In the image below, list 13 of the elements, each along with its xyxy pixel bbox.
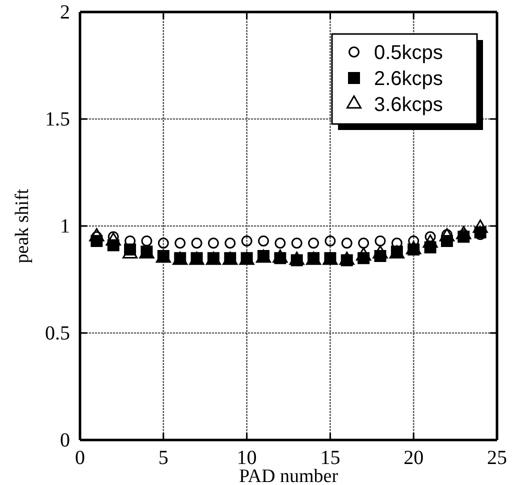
y-axis-title: peak shift — [12, 188, 33, 264]
x-tick-label: 20 — [404, 447, 424, 470]
y-tick-label: 1.5 — [45, 108, 70, 130]
legend-label: 3.6kcps — [374, 94, 443, 116]
y-tick-label: 0 — [60, 429, 70, 452]
y-tick-label: 1 — [60, 215, 70, 238]
x-tick-label: 5 — [158, 447, 168, 470]
legend-label: 2.6kcps — [374, 68, 443, 90]
y-tick-label: 0.5 — [45, 322, 70, 344]
x-tick-label: 0 — [75, 447, 85, 470]
legend-label: 0.5kcps — [374, 42, 443, 64]
x-tick-label: 25 — [487, 447, 507, 470]
y-tick-label: 2 — [60, 1, 70, 24]
